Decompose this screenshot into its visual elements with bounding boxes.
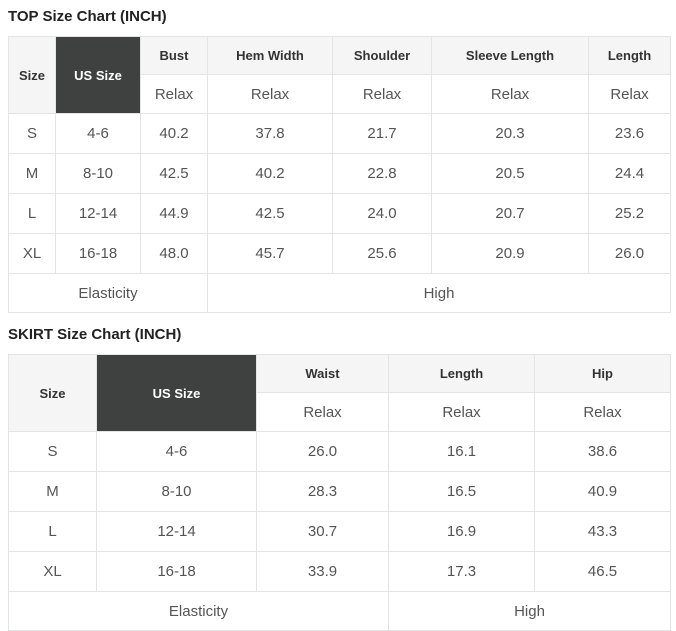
value-cell: 17.3	[388, 551, 535, 592]
top-size-corner-cell: Size	[8, 36, 56, 114]
skirt-column-header-hip: Hip	[534, 354, 671, 393]
top-fit-cell-shoulder: Relax	[332, 74, 432, 114]
us-size-cell: 12-14	[96, 511, 257, 552]
skirt-us-size-header-cell: US Size	[96, 354, 257, 432]
skirt-row-xl: XL 16-18 33.9 17.3 46.5	[8, 551, 671, 592]
size-cell: M	[8, 471, 97, 512]
value-cell: 26.0	[588, 233, 671, 274]
value-cell: 43.3	[534, 511, 671, 552]
value-cell: 25.6	[332, 233, 432, 274]
value-cell: 16.1	[388, 431, 535, 472]
value-cell: 16.5	[388, 471, 535, 512]
top-row-s: S 4-6 40.2 37.8 21.7 20.3 23.6	[8, 113, 671, 154]
elasticity-value-cell: High	[207, 273, 671, 313]
top-us-size-header-cell: US Size	[55, 36, 141, 114]
skirt-fit-row: Relax Relax Relax	[9, 392, 671, 432]
value-cell: 40.9	[534, 471, 671, 512]
size-cell: XL	[8, 551, 97, 592]
top-fit-row: Relax Relax Relax Relax Relax	[9, 74, 671, 114]
top-fit-cell-bust: Relax	[140, 74, 208, 114]
size-cell: XL	[8, 233, 56, 274]
top-row-l: L 12-14 44.9 42.5 24.0 20.7 25.2	[8, 193, 671, 234]
value-cell: 38.6	[534, 431, 671, 472]
value-cell: 25.2	[588, 193, 671, 234]
top-header-row: Size US Size Bust Hem Width Shoulder Sle…	[8, 36, 671, 114]
top-fit-cell-length: Relax	[588, 74, 671, 114]
skirt-fit-cell-length: Relax	[388, 392, 535, 432]
value-cell: 21.7	[332, 113, 432, 154]
top-column-header-shoulder: Shoulder	[332, 36, 432, 75]
skirt-header-row: Size US Size Waist Length Hip	[8, 354, 671, 432]
value-cell: 24.4	[588, 153, 671, 194]
us-size-cell: 4-6	[55, 113, 141, 154]
value-cell: 20.3	[431, 113, 589, 154]
skirt-elasticity-row: Elasticity High	[8, 591, 671, 631]
value-cell: 22.8	[332, 153, 432, 194]
top-elasticity-row: Elasticity High	[8, 273, 671, 313]
value-cell: 26.0	[256, 431, 389, 472]
value-cell: 46.5	[534, 551, 671, 592]
top-row-m: M 8-10 42.5 40.2 22.8 20.5 24.4	[8, 153, 671, 194]
size-cell: S	[8, 113, 56, 154]
skirt-column-header-waist: Waist	[256, 354, 389, 393]
skirt-row-l: L 12-14 30.7 16.9 43.3	[8, 511, 671, 552]
value-cell: 20.7	[431, 193, 589, 234]
value-cell: 24.0	[332, 193, 432, 234]
skirt-row-m: M 8-10 28.3 16.5 40.9	[8, 471, 671, 512]
top-column-header-length: Length	[588, 36, 671, 75]
size-cell: M	[8, 153, 56, 194]
value-cell: 37.8	[207, 113, 333, 154]
top-size-chart-title: TOP Size Chart (INCH)	[8, 8, 167, 25]
value-cell: 40.2	[207, 153, 333, 194]
value-cell: 45.7	[207, 233, 333, 274]
skirt-fit-cell-hip: Relax	[534, 392, 671, 432]
skirt-size-chart-table: Size US Size Waist Length Hip Relax Rela…	[8, 354, 671, 631]
elasticity-label-cell: Elasticity	[8, 273, 208, 313]
value-cell: 20.9	[431, 233, 589, 274]
top-column-header-hem-width: Hem Width	[207, 36, 333, 75]
top-column-header-bust: Bust	[140, 36, 208, 75]
us-size-cell: 12-14	[55, 193, 141, 234]
value-cell: 44.9	[140, 193, 208, 234]
size-cell: L	[8, 193, 56, 234]
skirt-column-header-length: Length	[388, 354, 535, 393]
top-size-chart-table: Size US Size Bust Hem Width Shoulder Sle…	[8, 36, 671, 313]
value-cell: 42.5	[140, 153, 208, 194]
value-cell: 33.9	[256, 551, 389, 592]
skirt-size-chart-title: SKIRT Size Chart (INCH)	[8, 326, 182, 343]
value-cell: 40.2	[140, 113, 208, 154]
size-cell: L	[8, 511, 97, 552]
skirt-row-s: S 4-6 26.0 16.1 38.6	[8, 431, 671, 472]
value-cell: 42.5	[207, 193, 333, 234]
value-cell: 16.9	[388, 511, 535, 552]
skirt-fit-cell-waist: Relax	[256, 392, 389, 432]
value-cell: 28.3	[256, 471, 389, 512]
top-column-header-sleeve-length: Sleeve Length	[431, 36, 589, 75]
top-fit-cell-sleeve-length: Relax	[431, 74, 589, 114]
elasticity-label-cell: Elasticity	[8, 591, 389, 631]
top-fit-cell-hem-width: Relax	[207, 74, 333, 114]
value-cell: 48.0	[140, 233, 208, 274]
us-size-cell: 16-18	[55, 233, 141, 274]
us-size-cell: 16-18	[96, 551, 257, 592]
skirt-size-corner-cell: Size	[8, 354, 97, 432]
value-cell: 20.5	[431, 153, 589, 194]
top-row-xl: XL 16-18 48.0 45.7 25.6 20.9 26.0	[8, 233, 671, 274]
value-cell: 30.7	[256, 511, 389, 552]
value-cell: 23.6	[588, 113, 671, 154]
size-cell: S	[8, 431, 97, 472]
elasticity-value-cell: High	[388, 591, 671, 631]
us-size-cell: 8-10	[96, 471, 257, 512]
us-size-cell: 8-10	[55, 153, 141, 194]
us-size-cell: 4-6	[96, 431, 257, 472]
